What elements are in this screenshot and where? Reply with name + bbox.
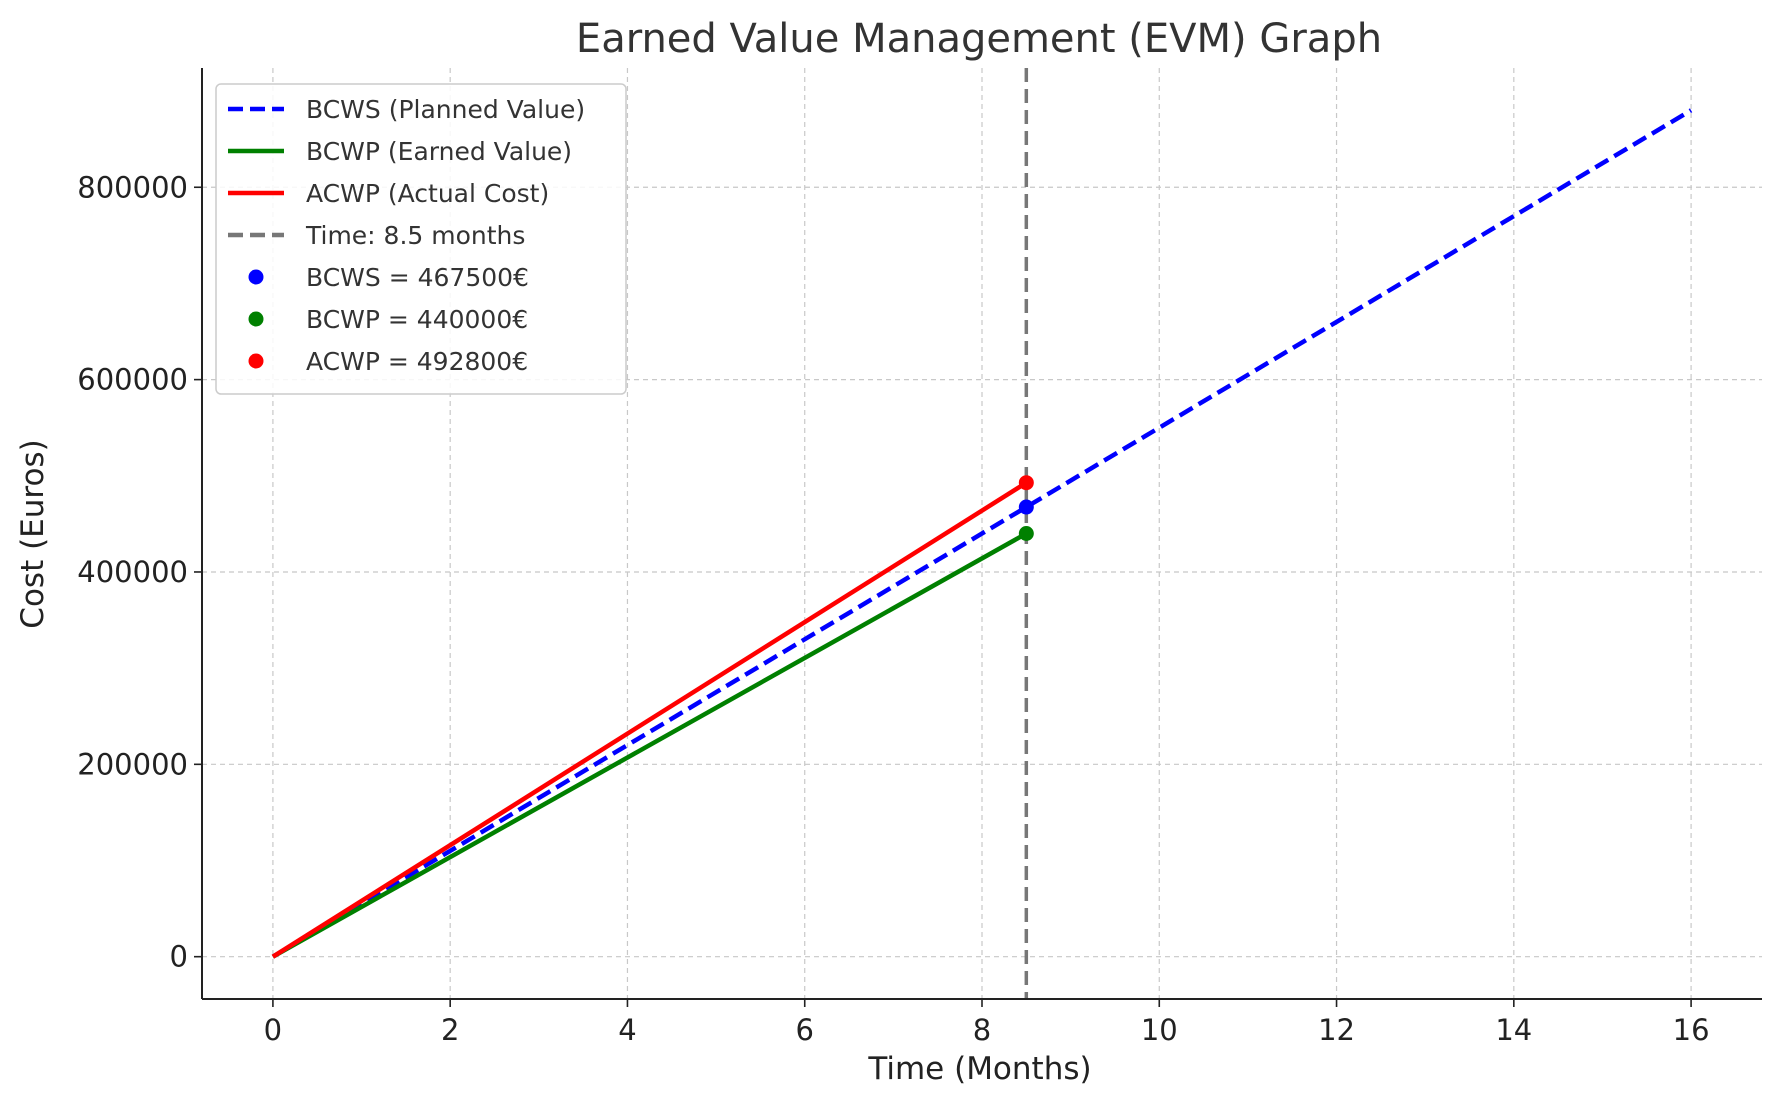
bcws-point (1018, 499, 1034, 515)
x-tick-label: 6 (796, 1013, 814, 1047)
legend-swatch-dot (248, 311, 264, 327)
legend-label: ACWP (Actual Cost) (306, 179, 549, 208)
acwp-line (271, 480, 1028, 959)
x-axis-label: Time (Months) (867, 1051, 1091, 1087)
bcwp-point (1018, 526, 1034, 541)
chart-title: Earned Value Management (EVM) Graph (576, 16, 1382, 62)
x-tick-label: 8 (973, 1013, 991, 1047)
y-axis-label: Cost (Euros) (15, 439, 51, 628)
legend-label: BCWS = 467500€ (306, 263, 529, 292)
legend-label: BCWP = 440000€ (306, 305, 528, 334)
x-tick-label: 12 (1318, 1013, 1355, 1047)
grid-layer (202, 68, 1762, 999)
bcws-line (271, 108, 1693, 959)
legend-swatch-dot (248, 353, 264, 369)
series-layer (271, 68, 1693, 999)
x-tick-label: 0 (264, 1013, 282, 1047)
ticks-layer: 0 2 4 6 8 10 12 14 16 0 200000 400000 600000 800000 (77, 170, 1709, 1047)
y-tick-label: 0 (170, 940, 188, 974)
x-tick-label: 16 (1673, 1013, 1710, 1047)
bcwp-line (271, 531, 1028, 959)
x-tick-label: 2 (441, 1013, 459, 1047)
x-tick-label: 4 (618, 1013, 636, 1047)
legend-label: Time: 8.5 months (305, 221, 525, 250)
legend-swatch-dot (248, 269, 264, 285)
legend-label: ACWP = 492800€ (306, 347, 528, 376)
legend-box (215, 83, 627, 395)
y-tick-label: 600000 (77, 363, 188, 397)
y-tick-label: 800000 (77, 170, 188, 204)
legend-label: BCWP (Earned Value) (306, 137, 572, 166)
x-tick-label: 10 (1141, 1013, 1178, 1047)
y-tick-label: 400000 (77, 555, 188, 589)
y-tick-label: 200000 (77, 747, 188, 781)
legend: BCWS (Planned Value) BCWP (Earned Value) A… (215, 83, 627, 395)
legend-label: BCWS (Planned Value) (306, 95, 585, 124)
x-tick-label: 14 (1495, 1013, 1532, 1047)
acwp-point (1018, 475, 1034, 491)
